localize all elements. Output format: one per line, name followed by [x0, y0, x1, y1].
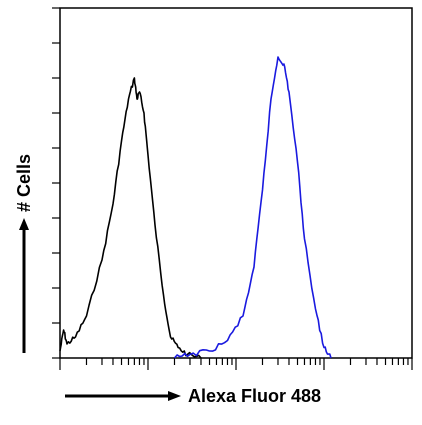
series-layer — [59, 56, 332, 359]
plot-frame — [59, 7, 413, 359]
series-line — [173, 56, 332, 359]
series-line — [59, 77, 202, 359]
x-axis-label: Alexa Fluor 488 — [188, 386, 321, 406]
y-axis-label: # Cells — [14, 154, 34, 212]
x-axis-ticks — [59, 358, 413, 370]
x-axis-arrow — [65, 391, 181, 401]
y-axis-arrow — [19, 218, 29, 353]
y-axis-ticks — [52, 7, 60, 359]
